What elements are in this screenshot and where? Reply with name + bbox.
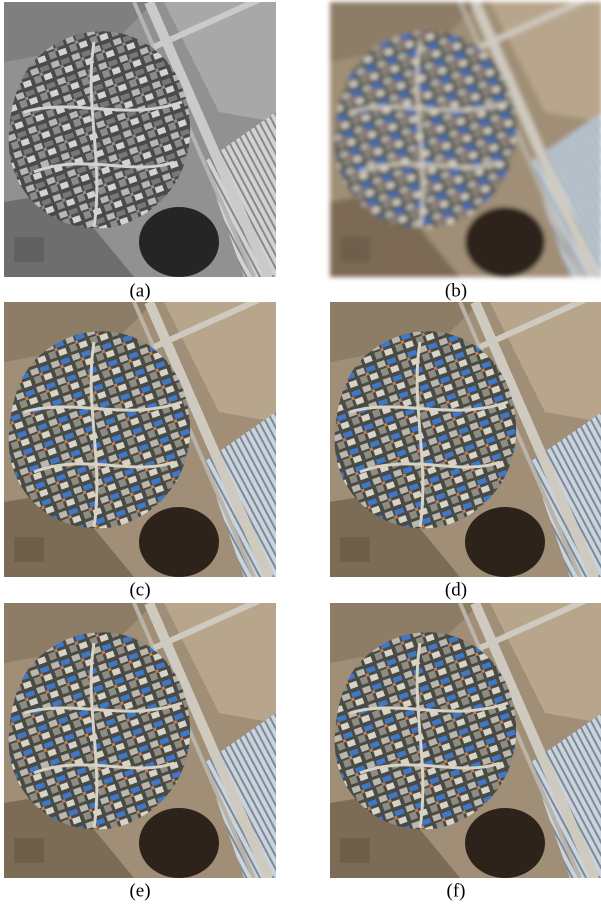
image-panel-d [330,292,601,577]
image-panel-f [330,593,601,878]
caption: (c) [129,579,150,600]
image-panel-b [330,0,601,277]
image-panel-a [4,0,276,277]
caption: (f) [447,880,466,901]
caption: (b) [445,280,467,301]
caption: (d) [445,579,467,600]
image-panel-e [4,593,276,878]
caption: (e) [129,880,150,901]
image-panel-c [4,292,276,577]
figure: (a) (b) (c) (d) (e) (f) [0,0,601,904]
caption: (a) [129,280,150,301]
